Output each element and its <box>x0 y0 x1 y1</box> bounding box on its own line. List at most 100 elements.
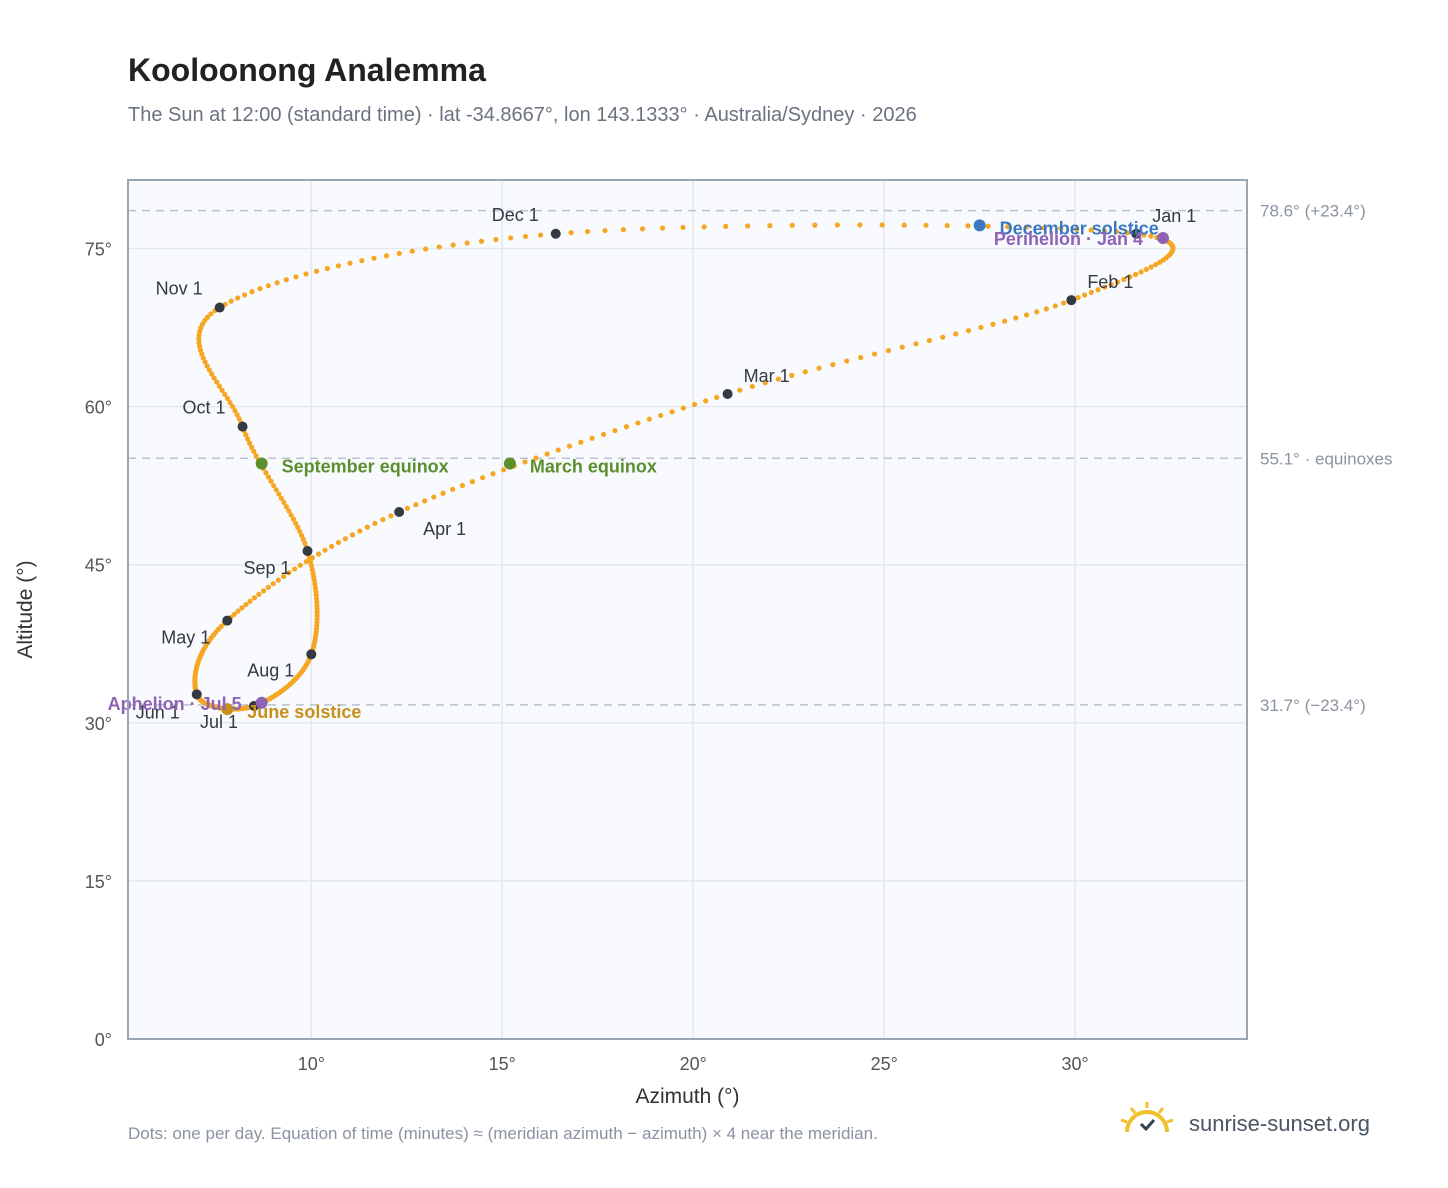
daily-sun-dot <box>281 573 287 580</box>
daily-sun-dot <box>1073 226 1080 232</box>
month-marker <box>394 507 405 518</box>
daily-sun-dot <box>302 540 308 546</box>
daily-sun-dot <box>380 516 386 523</box>
daily-sun-dot <box>283 277 289 283</box>
daily-sun-dot <box>602 227 608 234</box>
daily-sun-dot <box>1023 224 1029 230</box>
daily-sun-dot <box>288 512 294 518</box>
daily-sun-dot <box>1095 287 1101 293</box>
daily-sun-dot <box>1127 274 1133 280</box>
event-label: September equinox <box>282 457 449 477</box>
daily-sun-dot <box>600 431 607 438</box>
daily-sun-dot <box>249 444 255 450</box>
daily-sun-dot <box>236 416 242 422</box>
daily-sun-dot <box>940 334 946 340</box>
daily-sun-dot <box>1088 227 1094 233</box>
daily-sun-dot <box>214 379 220 385</box>
x-tick-label: 20° <box>680 1054 707 1074</box>
daily-sun-dot <box>234 412 240 418</box>
month-label: Oct 1 <box>183 398 226 418</box>
daily-sun-dot <box>297 562 303 568</box>
daily-sun-dot <box>901 222 907 228</box>
daily-sun-dot <box>1121 276 1127 283</box>
daily-sun-dot <box>659 225 666 231</box>
daily-sun-dot <box>273 487 279 493</box>
month-marker <box>191 689 202 700</box>
event-label: Aphelion · Jul 5 <box>108 694 242 714</box>
daily-sun-dot <box>522 233 529 240</box>
daily-sun-dot <box>224 395 231 402</box>
month-label: Apr 1 <box>423 519 466 539</box>
daily-sun-dot <box>566 443 573 449</box>
daily-sun-dot <box>349 532 356 538</box>
daily-sun-dot <box>228 298 234 304</box>
daily-sun-dot <box>926 337 933 344</box>
daily-sun-dot <box>196 343 203 349</box>
daily-sun-dot <box>1124 230 1130 236</box>
daily-sun-dot <box>303 558 309 565</box>
daily-sun-dot <box>1141 232 1147 238</box>
daily-sun-dot <box>1153 261 1159 268</box>
daily-sun-dot <box>990 321 996 327</box>
daily-sun-dot <box>789 372 795 378</box>
daily-sun-dot <box>1108 281 1114 288</box>
daily-sun-dot <box>290 516 297 522</box>
daily-sun-dot <box>440 490 446 496</box>
daily-sun-dot <box>263 470 269 476</box>
daily-sun-dot <box>1148 233 1154 239</box>
event-label: March equinox <box>530 457 657 477</box>
month-label: Feb 1 <box>1087 272 1133 292</box>
daily-sun-dot <box>812 222 818 228</box>
daily-sun-dot <box>1133 271 1139 277</box>
daily-sun-dot <box>703 398 709 404</box>
month-label: Dec 1 <box>492 205 539 225</box>
daily-sun-dot <box>620 227 626 233</box>
month-label: Jun 1 <box>136 702 180 722</box>
daily-sun-dot <box>286 508 292 514</box>
daily-sun-dot <box>276 491 282 497</box>
daily-sun-dot <box>1041 225 1047 231</box>
daily-sun-dot <box>270 581 276 587</box>
month-marker <box>722 388 733 399</box>
y-tick-label: 30° <box>85 714 112 734</box>
daily-sun-dot <box>347 260 353 266</box>
daily-sun-dot <box>1013 315 1019 321</box>
daily-sun-dot <box>1052 303 1058 309</box>
month-marker <box>306 649 317 660</box>
reference-line-label: 78.6° (+23.4°) <box>1260 202 1366 221</box>
daily-sun-dot <box>612 427 618 434</box>
daily-sun-dot <box>209 371 215 377</box>
event-label: December solstice <box>1000 218 1159 238</box>
daily-sun-dot <box>283 504 289 510</box>
daily-sun-dot <box>335 263 342 269</box>
daily-sun-dot <box>775 376 781 382</box>
x-tick-label: 10° <box>298 1054 325 1074</box>
daily-sun-dot <box>533 455 539 461</box>
daily-sun-dot <box>431 494 437 500</box>
daily-sun-dot <box>635 420 641 426</box>
month-label: Aug 1 <box>247 660 294 680</box>
month-marker <box>214 302 225 313</box>
event-marker <box>973 219 986 232</box>
daily-sun-dot <box>493 236 499 243</box>
daily-sun-dot <box>978 324 984 331</box>
month-label: Sep 1 <box>243 558 290 578</box>
daily-sun-dot <box>298 532 305 539</box>
daily-sun-dot <box>1138 269 1144 275</box>
daily-sun-dot <box>584 228 591 235</box>
daily-sun-dot <box>359 258 365 264</box>
daily-sun-dot <box>436 244 442 250</box>
daily-sun-dot <box>500 467 507 473</box>
daily-sun-dot <box>537 232 544 238</box>
daily-sun-dot <box>268 478 274 484</box>
daily-sun-dot <box>1101 228 1108 234</box>
daily-sun-dot <box>464 240 470 246</box>
daily-sun-dot <box>303 271 309 277</box>
plot-area <box>128 180 1247 1039</box>
daily-sun-dot <box>265 283 271 289</box>
brand-name: sunrise-sunset.org <box>1189 1111 1370 1136</box>
daily-sun-dot <box>275 577 281 583</box>
daily-sun-dot <box>1114 279 1121 285</box>
daily-sun-dot <box>913 341 919 347</box>
daily-sun-dot <box>745 223 751 229</box>
